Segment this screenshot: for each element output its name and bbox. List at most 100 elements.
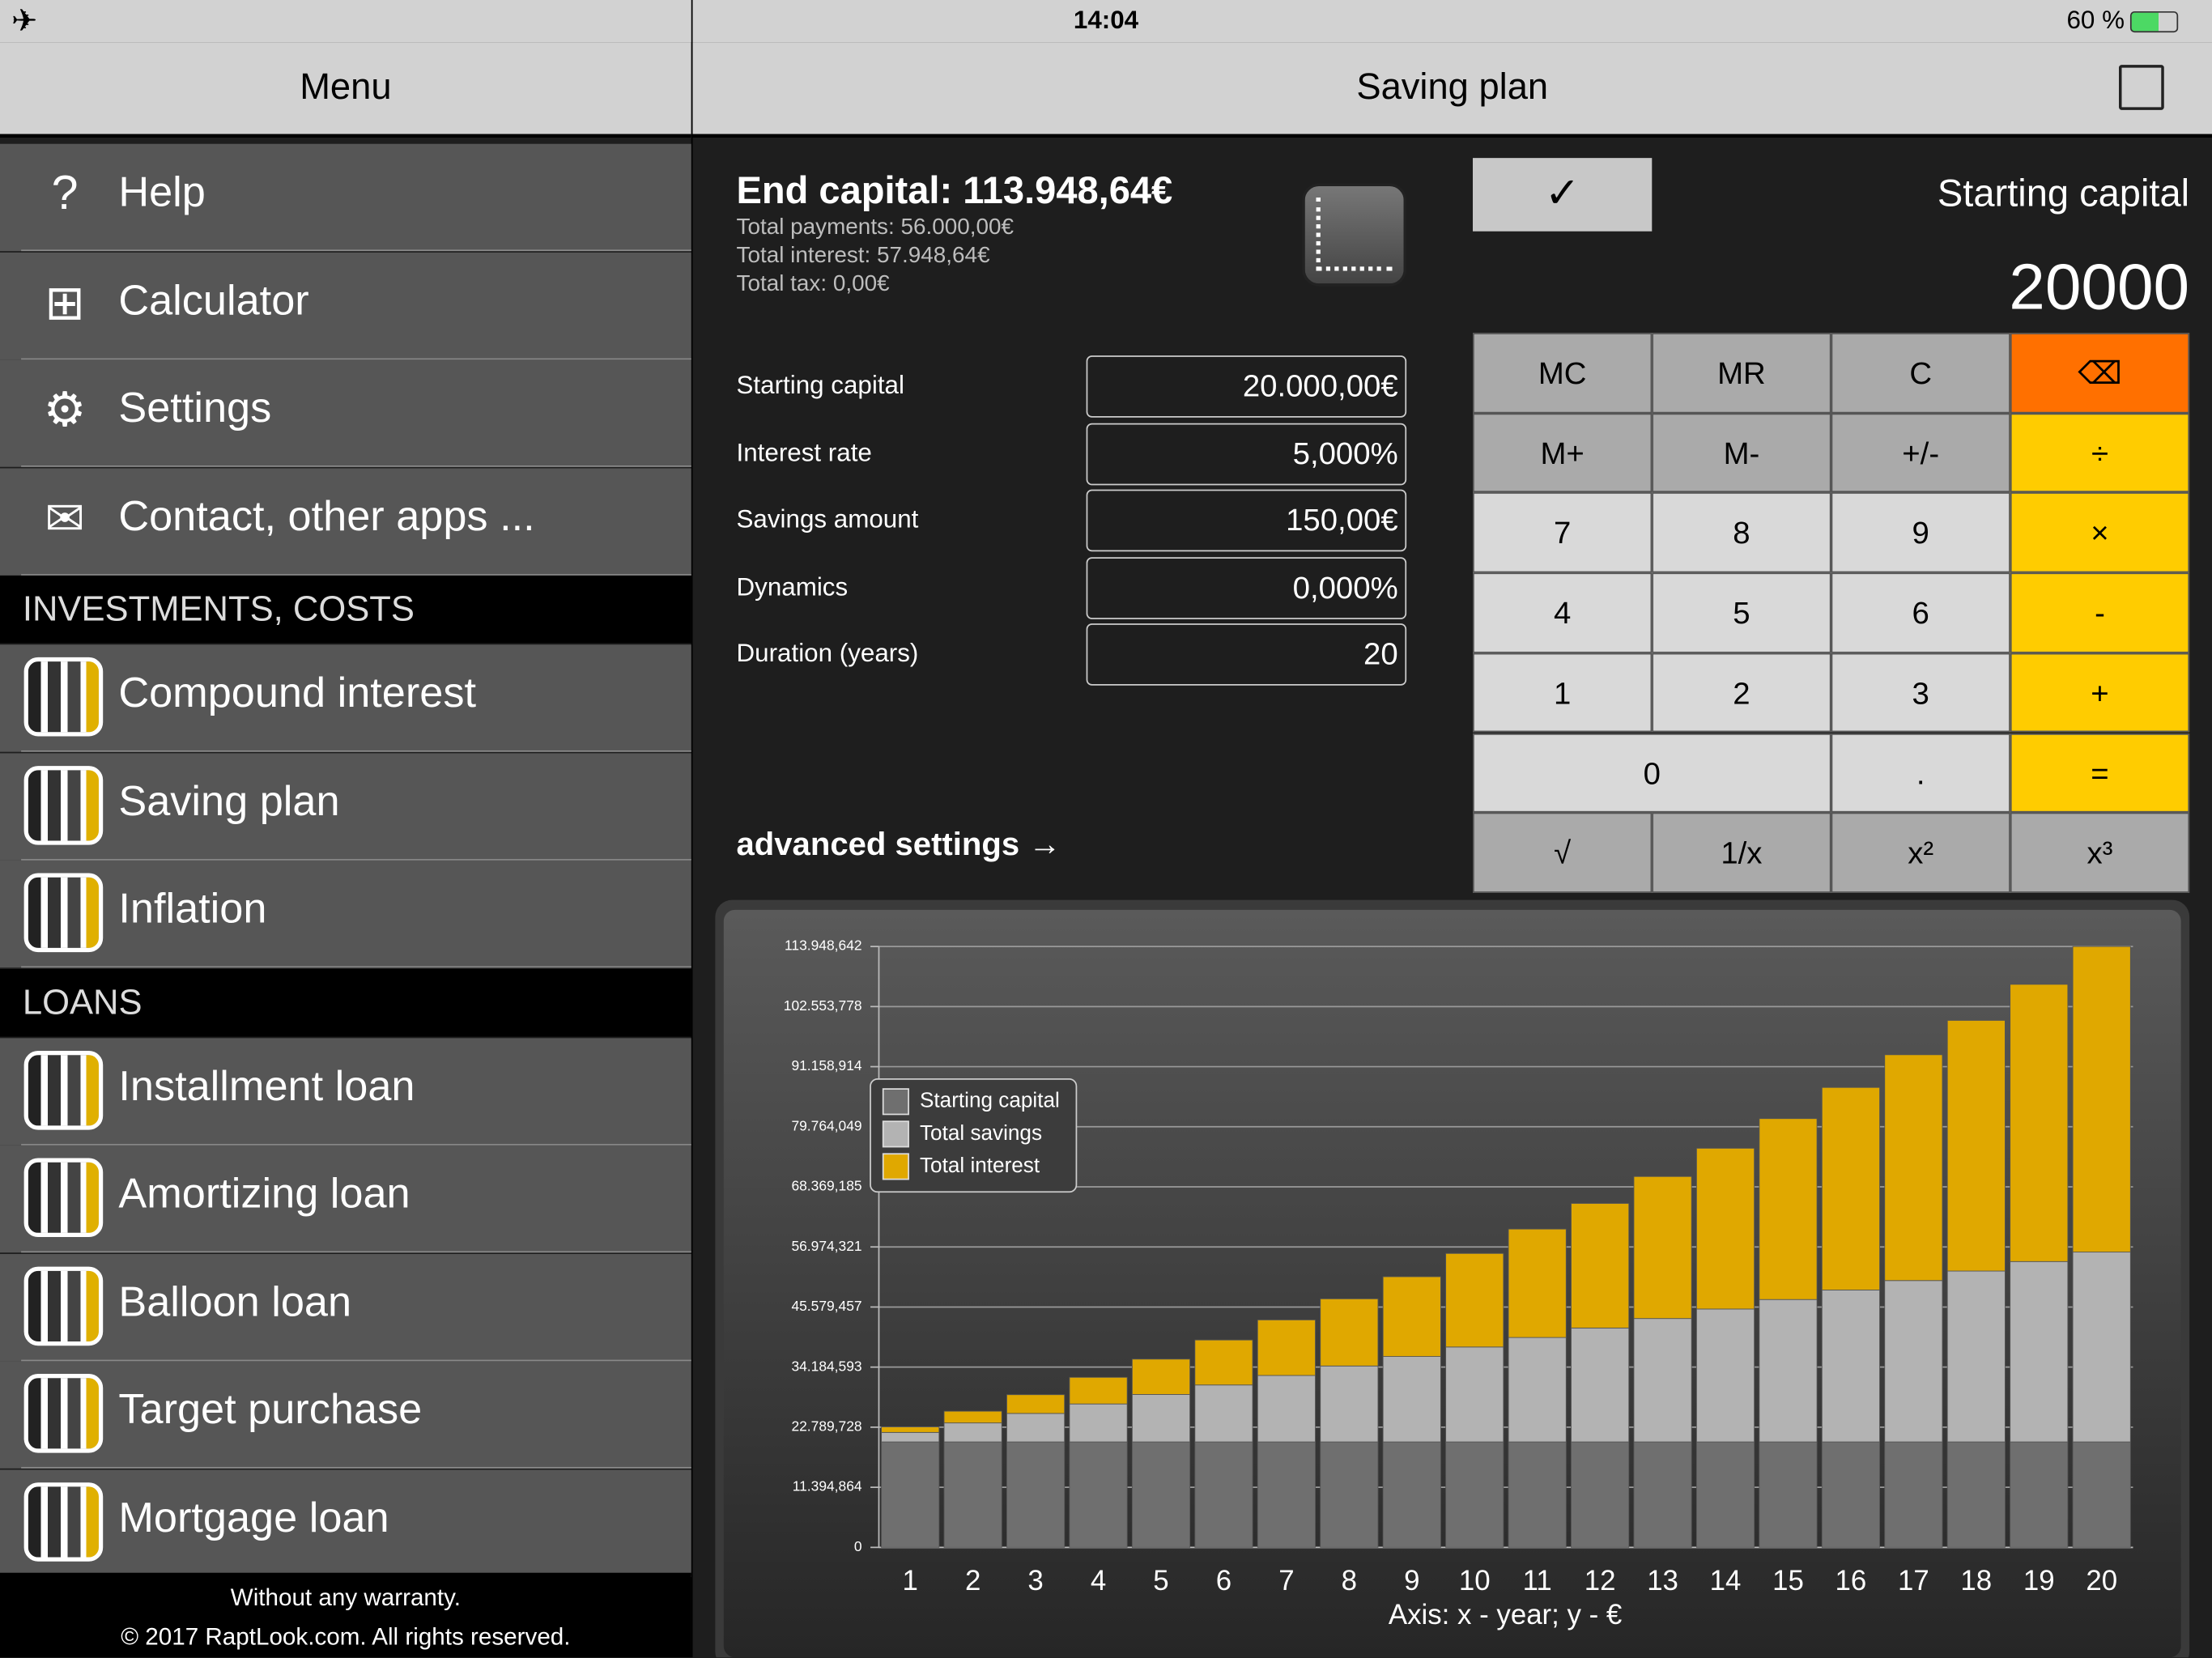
x-tick-label: 11 [1523,1565,1552,1596]
section-title: INVESTMENTS, COSTS [22,589,415,630]
bar-segment [1759,1118,1818,1300]
calc-key[interactable]: MC [1473,333,1653,413]
bar-segment [1194,1384,1253,1443]
x-tick-label: 5 [1153,1565,1168,1596]
bar-segment [1382,1441,1441,1548]
field-box[interactable] [1086,556,1407,619]
bar-segment [1445,1252,1504,1348]
calc-key[interactable]: MR [1652,333,1831,413]
calc-key[interactable]: ⌫ [2010,333,2190,413]
field-box[interactable] [1086,422,1407,485]
menu-item[interactable]: Calculator [118,277,309,324]
section-title: LOANS [22,982,143,1022]
menu-item[interactable]: Installment loan [118,1062,415,1110]
bar-segment [1508,1337,1567,1443]
y-tick-label: 34.184,593 [791,1358,861,1374]
field-label: Savings amount [736,504,919,534]
field-box[interactable] [1086,489,1407,552]
summary-line: Total payments: 56.000,00€ [736,215,1015,240]
menu-item[interactable]: Balloon loan [118,1278,352,1325]
calc-key[interactable]: x² [1831,812,2010,893]
x-tick-label: 17 [1898,1565,1929,1596]
edit-icon[interactable] [2119,65,2164,110]
calc-key[interactable]: +/- [1831,412,2010,493]
x-axis-title: Axis: x - year; y - € [1389,1599,1622,1630]
calc-key[interactable]: √ [1473,812,1653,893]
calc-key[interactable]: 1/x [1652,812,1831,893]
bar-segment [1884,1280,1943,1443]
bar-segment [1695,1308,1755,1443]
calc-key[interactable]: M- [1652,412,1831,493]
field-value: 20 [1363,636,1398,672]
summary-line: Total tax: 0,00€ [736,272,890,296]
x-tick-label: 3 [1027,1565,1043,1596]
advanced-link[interactable]: advanced settings → [736,825,1061,862]
battery-level: 60 % [2066,5,2125,34]
field-label: Dynamics [736,572,849,601]
calc-key[interactable]: 4 [1473,572,1653,653]
check-button[interactable]: ✓ [1473,158,1653,232]
menu-row [0,1361,691,1469]
calc-key[interactable]: . [1831,733,2010,813]
calc-key[interactable]: 5 [1652,572,1831,653]
bar-segment [2072,946,2131,1253]
calc-key[interactable]: + [2010,653,2190,733]
menu-item[interactable]: Compound interest [118,670,477,717]
calc-key[interactable]: 2 [1652,653,1831,733]
end-capital: End capital: 113.948,64€ [736,169,1173,212]
menu-item[interactable]: Settings [118,385,272,432]
menu-row [0,252,691,359]
chart-button-glyph [1316,197,1393,271]
bar-segment [1445,1441,1504,1548]
calc-key[interactable]: M+ [1473,412,1653,493]
field-value: 150,00€ [1286,502,1398,538]
menu-icon [23,1158,104,1238]
calc-key[interactable]: 1 [1473,653,1653,733]
bar-segment [1633,1175,1692,1320]
bar-segment [1320,1441,1379,1548]
calc-key[interactable]: 7 [1473,492,1653,573]
page-title: Saving plan [1356,65,1549,108]
calc-key[interactable]: x³ [2010,812,2190,893]
calc-key[interactable]: = [2010,733,2190,813]
x-tick-label: 2 [965,1565,981,1596]
bar-segment [2072,1441,2131,1548]
menu-row [0,1037,691,1145]
menu-item[interactable]: Saving plan [118,777,340,825]
bar-segment [1006,1441,1066,1548]
menu-row-separator [21,357,691,359]
menu-item[interactable]: Target purchase [118,1386,423,1434]
bar-segment [1006,1394,1066,1414]
menu-row [0,1469,691,1577]
bar-segment [1131,1394,1191,1443]
field-value: 5,000% [1292,435,1398,471]
calc-key[interactable]: × [2010,492,2190,573]
calc-key[interactable]: 6 [1831,572,2010,653]
menu-row-separator [21,858,691,860]
bar-segment [943,1441,1002,1548]
menu-item[interactable]: Amortizing loan [118,1171,410,1218]
menu-title: Menu [300,65,392,108]
menu-item[interactable]: Help [118,169,206,216]
calc-key[interactable]: 0 [1473,733,1831,813]
menu-item[interactable]: Mortgage loan [118,1494,389,1541]
legend-swatch [882,1120,909,1148]
calc-key[interactable]: ÷ [2010,412,2190,493]
menu-glyph: ⚙ [43,383,87,438]
calc-key[interactable]: - [2010,572,2190,653]
calc-key[interactable]: 9 [1831,492,2010,573]
field-box[interactable] [1086,355,1407,418]
menu-item[interactable]: Inflation [118,886,267,933]
menu-row-separator [21,573,691,576]
field-value: 0,000% [1292,569,1398,605]
bar-segment [1131,1358,1191,1395]
bar-segment [1884,1441,1943,1548]
menu-row [0,1253,691,1361]
calc-key[interactable]: 8 [1652,492,1831,573]
menu-item[interactable]: Contact, other apps ... [118,492,535,540]
bar-segment [1508,1228,1567,1338]
calc-key[interactable]: C [1831,333,2010,413]
bar-segment [943,1422,1002,1443]
calc-key[interactable]: 3 [1831,653,2010,733]
field-box[interactable] [1086,623,1407,686]
